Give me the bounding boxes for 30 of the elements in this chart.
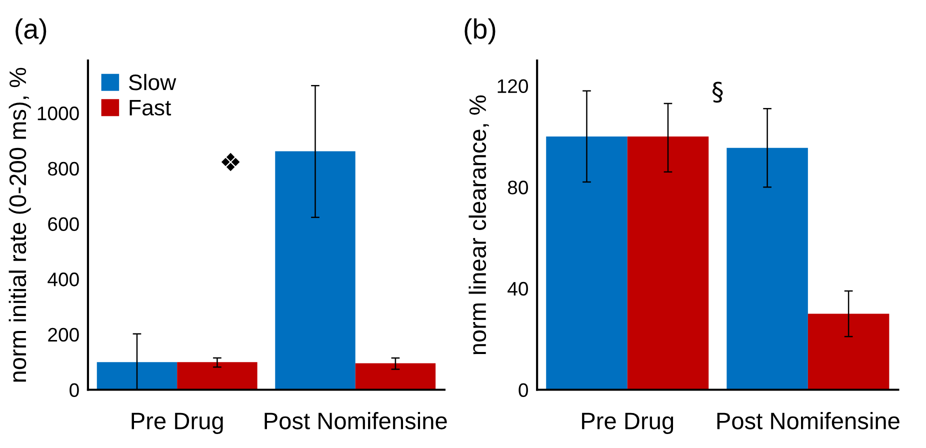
x-tick-label: Post Nomifensine [717,412,900,430]
bar [808,314,890,390]
y-tick-label: 120 [498,79,528,94]
legend-label: Slow [128,74,176,90]
annotation: § [712,82,723,103]
annotation: ❖ [221,152,240,172]
y-tick-label: 400 [48,272,79,286]
bar [177,362,258,390]
x-tick-label: Pre Drug [132,412,223,434]
chart-title: (b) [464,18,496,44]
y-tick-label: 0 [518,383,528,397]
y-tick-label: 40 [508,282,528,296]
bar [275,151,356,390]
bar [726,148,808,390]
y-tick-label: 200 [48,328,79,342]
legend-label: Fast [130,100,172,116]
y-axis-title: norm initial rate (0-200 ms), % [8,68,31,382]
bar [546,136,628,390]
bar [96,362,178,390]
x-tick-label: Post Nomifensine [264,412,447,430]
y-tick-label: 0 [70,383,79,397]
bar [355,363,436,390]
y-tick-label: 600 [48,217,79,231]
y-tick-label: 80 [508,180,528,194]
chart-title: (a) [16,18,46,44]
y-tick-label: 800 [48,162,79,176]
x-tick-label: Pre Drug [582,412,674,434]
bar [627,136,709,390]
y-axis-title: norm linear clearance, % [468,95,489,354]
y-tick-label: 1000 [38,106,79,120]
